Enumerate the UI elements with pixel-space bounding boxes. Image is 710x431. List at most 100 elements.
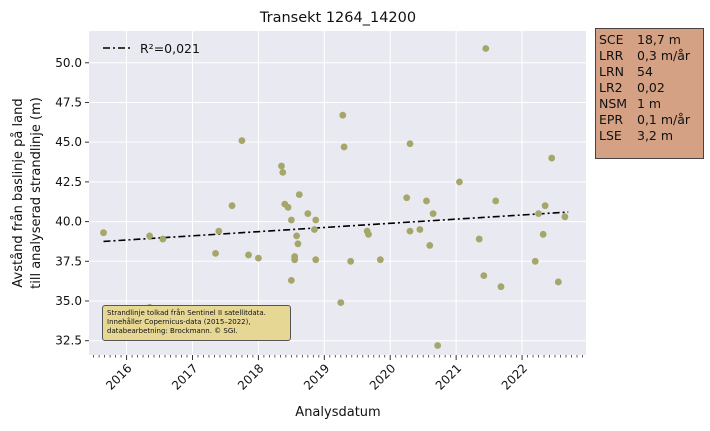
y-tick-label: 37.5 [55,254,82,268]
stat-label: NSM [599,96,628,111]
data-point [215,227,223,235]
stat-row: LR2 0,02 [599,80,700,96]
y-tick-label: 45.0 [55,135,82,149]
data-point [376,256,384,264]
stat-label: SCE [599,32,624,47]
stat-value: 0,3 m/år [637,48,691,63]
y-tick-label: 47.5 [55,95,82,109]
data-point [245,251,252,259]
stat-value: 18,7 m [637,32,681,47]
credit-line-1: Strandlinje tolkad från Sentinel II sate… [107,309,266,317]
data-point [146,232,154,240]
legend-label: R²=0,021 [140,41,200,56]
data-point [456,178,463,186]
data-point [212,249,219,257]
y-tick-label: 35.0 [55,294,82,308]
credit-line-2: Innehåller Copernicus-data (2015–2022), [107,318,251,326]
data-point [295,191,303,198]
data-point [291,253,299,260]
data-point [339,111,347,119]
y-tick-label: 42.5 [55,175,82,189]
data-point [539,230,547,238]
chart-title: Transekt 1264_14200 [259,10,416,26]
stat-label: LSE [599,128,622,143]
stat-row: EPR 0,1 m/år [599,112,700,128]
x-axis-label: Analysdatum [295,405,380,420]
data-point [304,210,312,218]
stat-label: LRR [599,48,624,63]
data-point [416,226,424,233]
data-point [100,229,107,237]
statistics-box: SCE 18,7 m LRR 0,3 m/år LRN 54 LR2 0,02 NSM 1… [595,28,704,159]
x-tick-label: 2018 [235,361,266,392]
stat-value: 0,02 [637,80,665,95]
x-tick-label: 2019 [301,361,332,392]
trendline-layer [103,211,569,243]
data-point [337,299,345,306]
data-point [287,276,295,284]
stat-value: 3,2 m [637,128,674,143]
data-point [480,272,488,279]
y-tick-label: 40.0 [55,215,82,229]
data-point [475,235,483,243]
data-point [492,197,500,205]
data-point [426,242,434,249]
data-point [548,154,556,162]
x-tick-label: 2020 [367,361,398,392]
data-point [531,257,539,265]
stat-value: 1 m [637,96,662,111]
stat-label: LR2 [599,80,623,95]
data-points [100,45,569,349]
data-point [238,137,246,144]
data-point [312,216,320,224]
trendline [103,211,569,243]
data-point [434,342,442,349]
data-point [403,194,411,202]
y-tick-label: 50.0 [55,56,82,70]
data-point [159,235,167,243]
data-point [541,202,549,210]
data-point [278,162,285,170]
data-point [293,232,301,240]
data-point [311,226,318,233]
stat-row: LRR 0,3 m/år [599,48,700,64]
data-credit-box: Strandlinje tolkad från Sentinel II sate… [102,305,291,341]
minor-ticks [93,355,583,358]
data-point [294,240,302,248]
data-point [406,227,414,235]
x-tick-label: 2021 [433,361,464,392]
data-point [482,45,490,52]
stat-row: NSM 1 m [599,96,700,112]
data-point [347,257,355,265]
stat-row: SCE 18,7 m [599,32,700,48]
x-tick-label: 2016 [103,361,134,392]
y-axis-label-line-1: Avstånd från baslinje på land [11,98,26,287]
data-point [554,278,562,286]
y-tick-label: 32.5 [55,334,82,348]
data-point [429,210,437,218]
stat-label: LRN [599,64,624,79]
data-point [279,168,287,176]
stat-label: EPR [599,112,624,127]
y-axis-label-line-2: till analyserad strandlinje (m) [29,97,44,289]
data-point [287,216,295,224]
data-point [406,140,414,148]
data-point [423,197,430,205]
data-point [284,203,292,211]
stat-value: 54 [637,64,653,79]
data-point [365,230,372,238]
stat-row: LSE 3,2 m [599,128,700,144]
stat-row: LRN 54 [599,64,700,80]
data-point [312,256,320,264]
data-point [535,210,542,218]
legend: R²=0,021 [103,41,200,56]
data-point [255,254,262,262]
data-point [228,202,236,210]
data-point [561,213,569,221]
grid-lines [89,31,586,355]
data-point [497,283,505,291]
x-tick-label: 2022 [499,361,530,392]
x-tick-label: 2017 [169,361,200,392]
stat-value: 0,1 m/år [637,112,691,127]
